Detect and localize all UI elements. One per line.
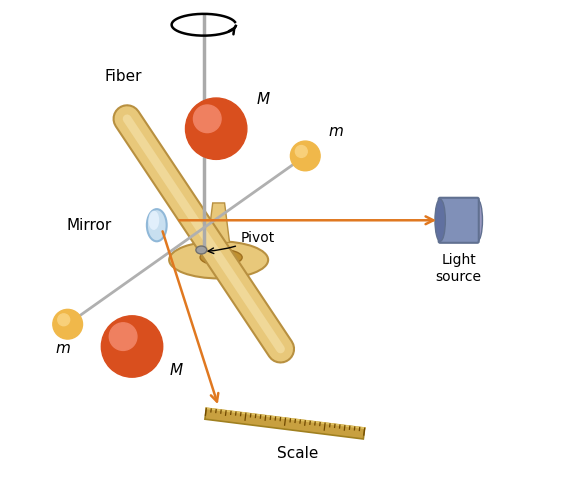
Circle shape: [58, 314, 70, 326]
Text: Fiber: Fiber: [104, 69, 142, 84]
Ellipse shape: [196, 246, 207, 254]
Circle shape: [101, 316, 162, 377]
Polygon shape: [205, 408, 365, 439]
Ellipse shape: [169, 242, 268, 278]
Circle shape: [53, 309, 83, 339]
Text: $M$: $M$: [256, 91, 271, 107]
Text: $m$: $m$: [328, 124, 344, 139]
Circle shape: [290, 141, 320, 171]
Circle shape: [109, 323, 137, 350]
Text: $M$: $M$: [169, 362, 184, 378]
Polygon shape: [208, 203, 230, 243]
Circle shape: [186, 98, 247, 159]
Ellipse shape: [148, 211, 159, 230]
Ellipse shape: [200, 249, 242, 265]
Circle shape: [194, 105, 221, 133]
FancyBboxPatch shape: [439, 198, 479, 243]
Circle shape: [295, 146, 307, 157]
Ellipse shape: [147, 209, 166, 241]
Ellipse shape: [472, 199, 482, 241]
Ellipse shape: [435, 199, 445, 241]
Text: $m$: $m$: [55, 342, 71, 356]
Text: Mirror: Mirror: [67, 218, 112, 233]
Text: Scale: Scale: [277, 446, 319, 461]
Ellipse shape: [208, 253, 234, 262]
Text: Light
source: Light source: [436, 253, 482, 284]
Text: Pivot: Pivot: [208, 231, 275, 253]
